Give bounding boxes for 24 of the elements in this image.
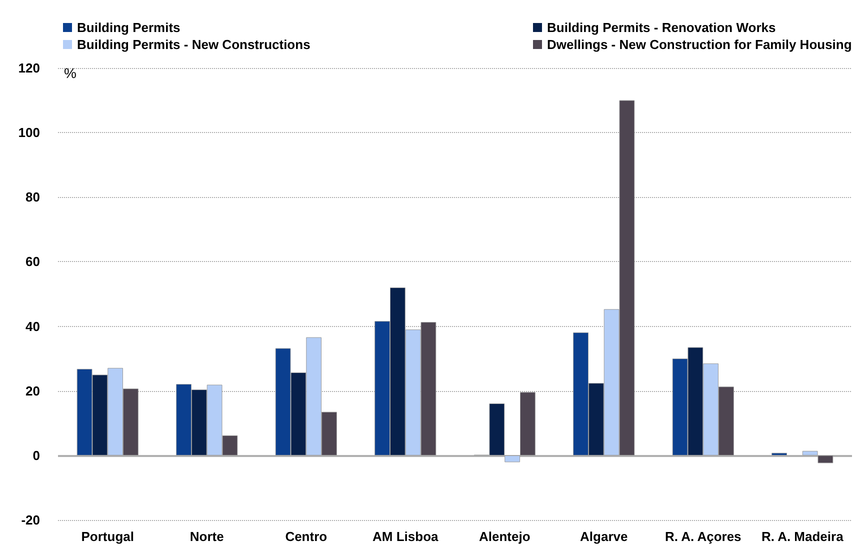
- y-tick-label: 80: [26, 190, 40, 205]
- y-tick-label: 40: [26, 318, 40, 334]
- y-tick-label: 20: [26, 383, 40, 398]
- y-tick-label: 0: [32, 448, 40, 463]
- legend-label: Dwellings - New Construction for Family Housing: [547, 37, 852, 52]
- x-tick-label: R. A. Madeira: [761, 529, 844, 544]
- x-tick-label: Portugal: [81, 529, 134, 544]
- y-tick-label: 120: [18, 60, 40, 76]
- x-tick-label: R. A. Açores: [664, 529, 742, 544]
- bar: [504, 455, 520, 462]
- y-tick-label: 100: [18, 125, 40, 140]
- y-tick-label: -20: [21, 512, 40, 528]
- x-tick-label: Alentejo: [478, 529, 530, 544]
- x-tick-label: AM Lisboa: [372, 529, 439, 544]
- y-tick-label: 60: [26, 254, 40, 270]
- x-tick-label: Algarve: [580, 529, 628, 544]
- legend-label: Building Permits - New Constructions: [77, 37, 310, 52]
- bar: [520, 392, 536, 456]
- x-tick-label: Centro: [285, 529, 328, 544]
- legend-label: Building Permits: [77, 20, 180, 35]
- y-axis-title: %: [64, 65, 76, 81]
- legend-label: Building Permits - Renovation Works: [547, 20, 776, 35]
- x-tick-label: Norte: [190, 529, 224, 544]
- bar: [772, 452, 787, 456]
